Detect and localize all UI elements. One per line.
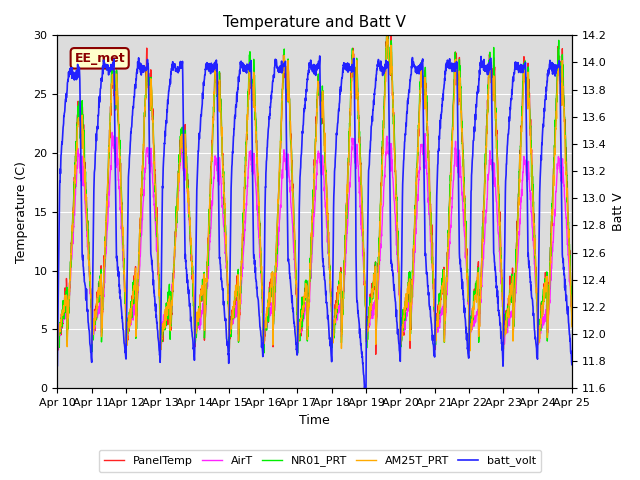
AirT (108, 130, 116, 135)
AM25T_PRT (383, 34, 391, 39)
AM25T_PRT (329, 340, 337, 346)
NR01_PRT (294, 350, 301, 356)
NR01_PRT (465, 299, 472, 304)
Legend: PanelTemp, AirT, NR01_PRT, AM25T_PRT, batt_volt: PanelTemp, AirT, NR01_PRT, AM25T_PRT, ba… (99, 450, 541, 472)
PanelTemp (537, 309, 545, 314)
batt_volt (465, 352, 472, 358)
batt_volt (523, 157, 531, 163)
NR01_PRT (383, 31, 390, 36)
batt_volt (362, 398, 369, 404)
AM25T_PRT (537, 320, 545, 326)
PanelTemp (329, 328, 337, 334)
AirT (197, 312, 205, 318)
AirT (500, 341, 508, 347)
batt_volt (340, 61, 348, 67)
AM25T_PRT (467, 348, 474, 354)
NR01_PRT (197, 291, 205, 297)
Y-axis label: Batt V: Batt V (612, 192, 625, 231)
AM25T_PRT (340, 266, 348, 272)
Title: Temperature and Batt V: Temperature and Batt V (223, 15, 406, 30)
NR01_PRT (537, 316, 545, 322)
NR01_PRT (340, 260, 348, 265)
PanelTemp (383, 27, 391, 33)
AirT (340, 276, 348, 281)
PanelTemp (197, 289, 205, 295)
batt_volt (330, 233, 337, 239)
PanelTemp (340, 259, 348, 265)
AirT (330, 325, 337, 331)
Line: PanelTemp: PanelTemp (58, 30, 572, 354)
PanelTemp (523, 82, 531, 88)
PanelTemp (568, 322, 576, 327)
AM25T_PRT (464, 294, 472, 300)
AM25T_PRT (568, 324, 576, 329)
AM25T_PRT (523, 101, 531, 107)
NR01_PRT (568, 321, 576, 326)
batt_volt (568, 362, 576, 368)
PanelTemp (465, 287, 472, 292)
NR01_PRT (54, 340, 61, 346)
batt_volt (316, 53, 324, 59)
NR01_PRT (523, 76, 531, 82)
Line: batt_volt: batt_volt (58, 56, 572, 401)
Y-axis label: Temperature (C): Temperature (C) (15, 161, 28, 263)
AM25T_PRT (54, 334, 61, 340)
AirT (54, 336, 61, 341)
AirT (568, 313, 576, 319)
PanelTemp (54, 335, 61, 341)
AM25T_PRT (197, 290, 205, 296)
AirT (523, 178, 531, 183)
X-axis label: Time: Time (300, 414, 330, 427)
Line: AM25T_PRT: AM25T_PRT (58, 36, 572, 351)
Line: AirT: AirT (58, 132, 572, 344)
batt_volt (537, 153, 545, 158)
NR01_PRT (330, 329, 337, 335)
batt_volt (197, 112, 205, 118)
PanelTemp (372, 351, 380, 357)
Line: NR01_PRT: NR01_PRT (58, 34, 572, 353)
AirT (464, 293, 472, 299)
Text: EE_met: EE_met (74, 52, 125, 65)
batt_volt (54, 363, 61, 369)
AirT (537, 325, 545, 331)
